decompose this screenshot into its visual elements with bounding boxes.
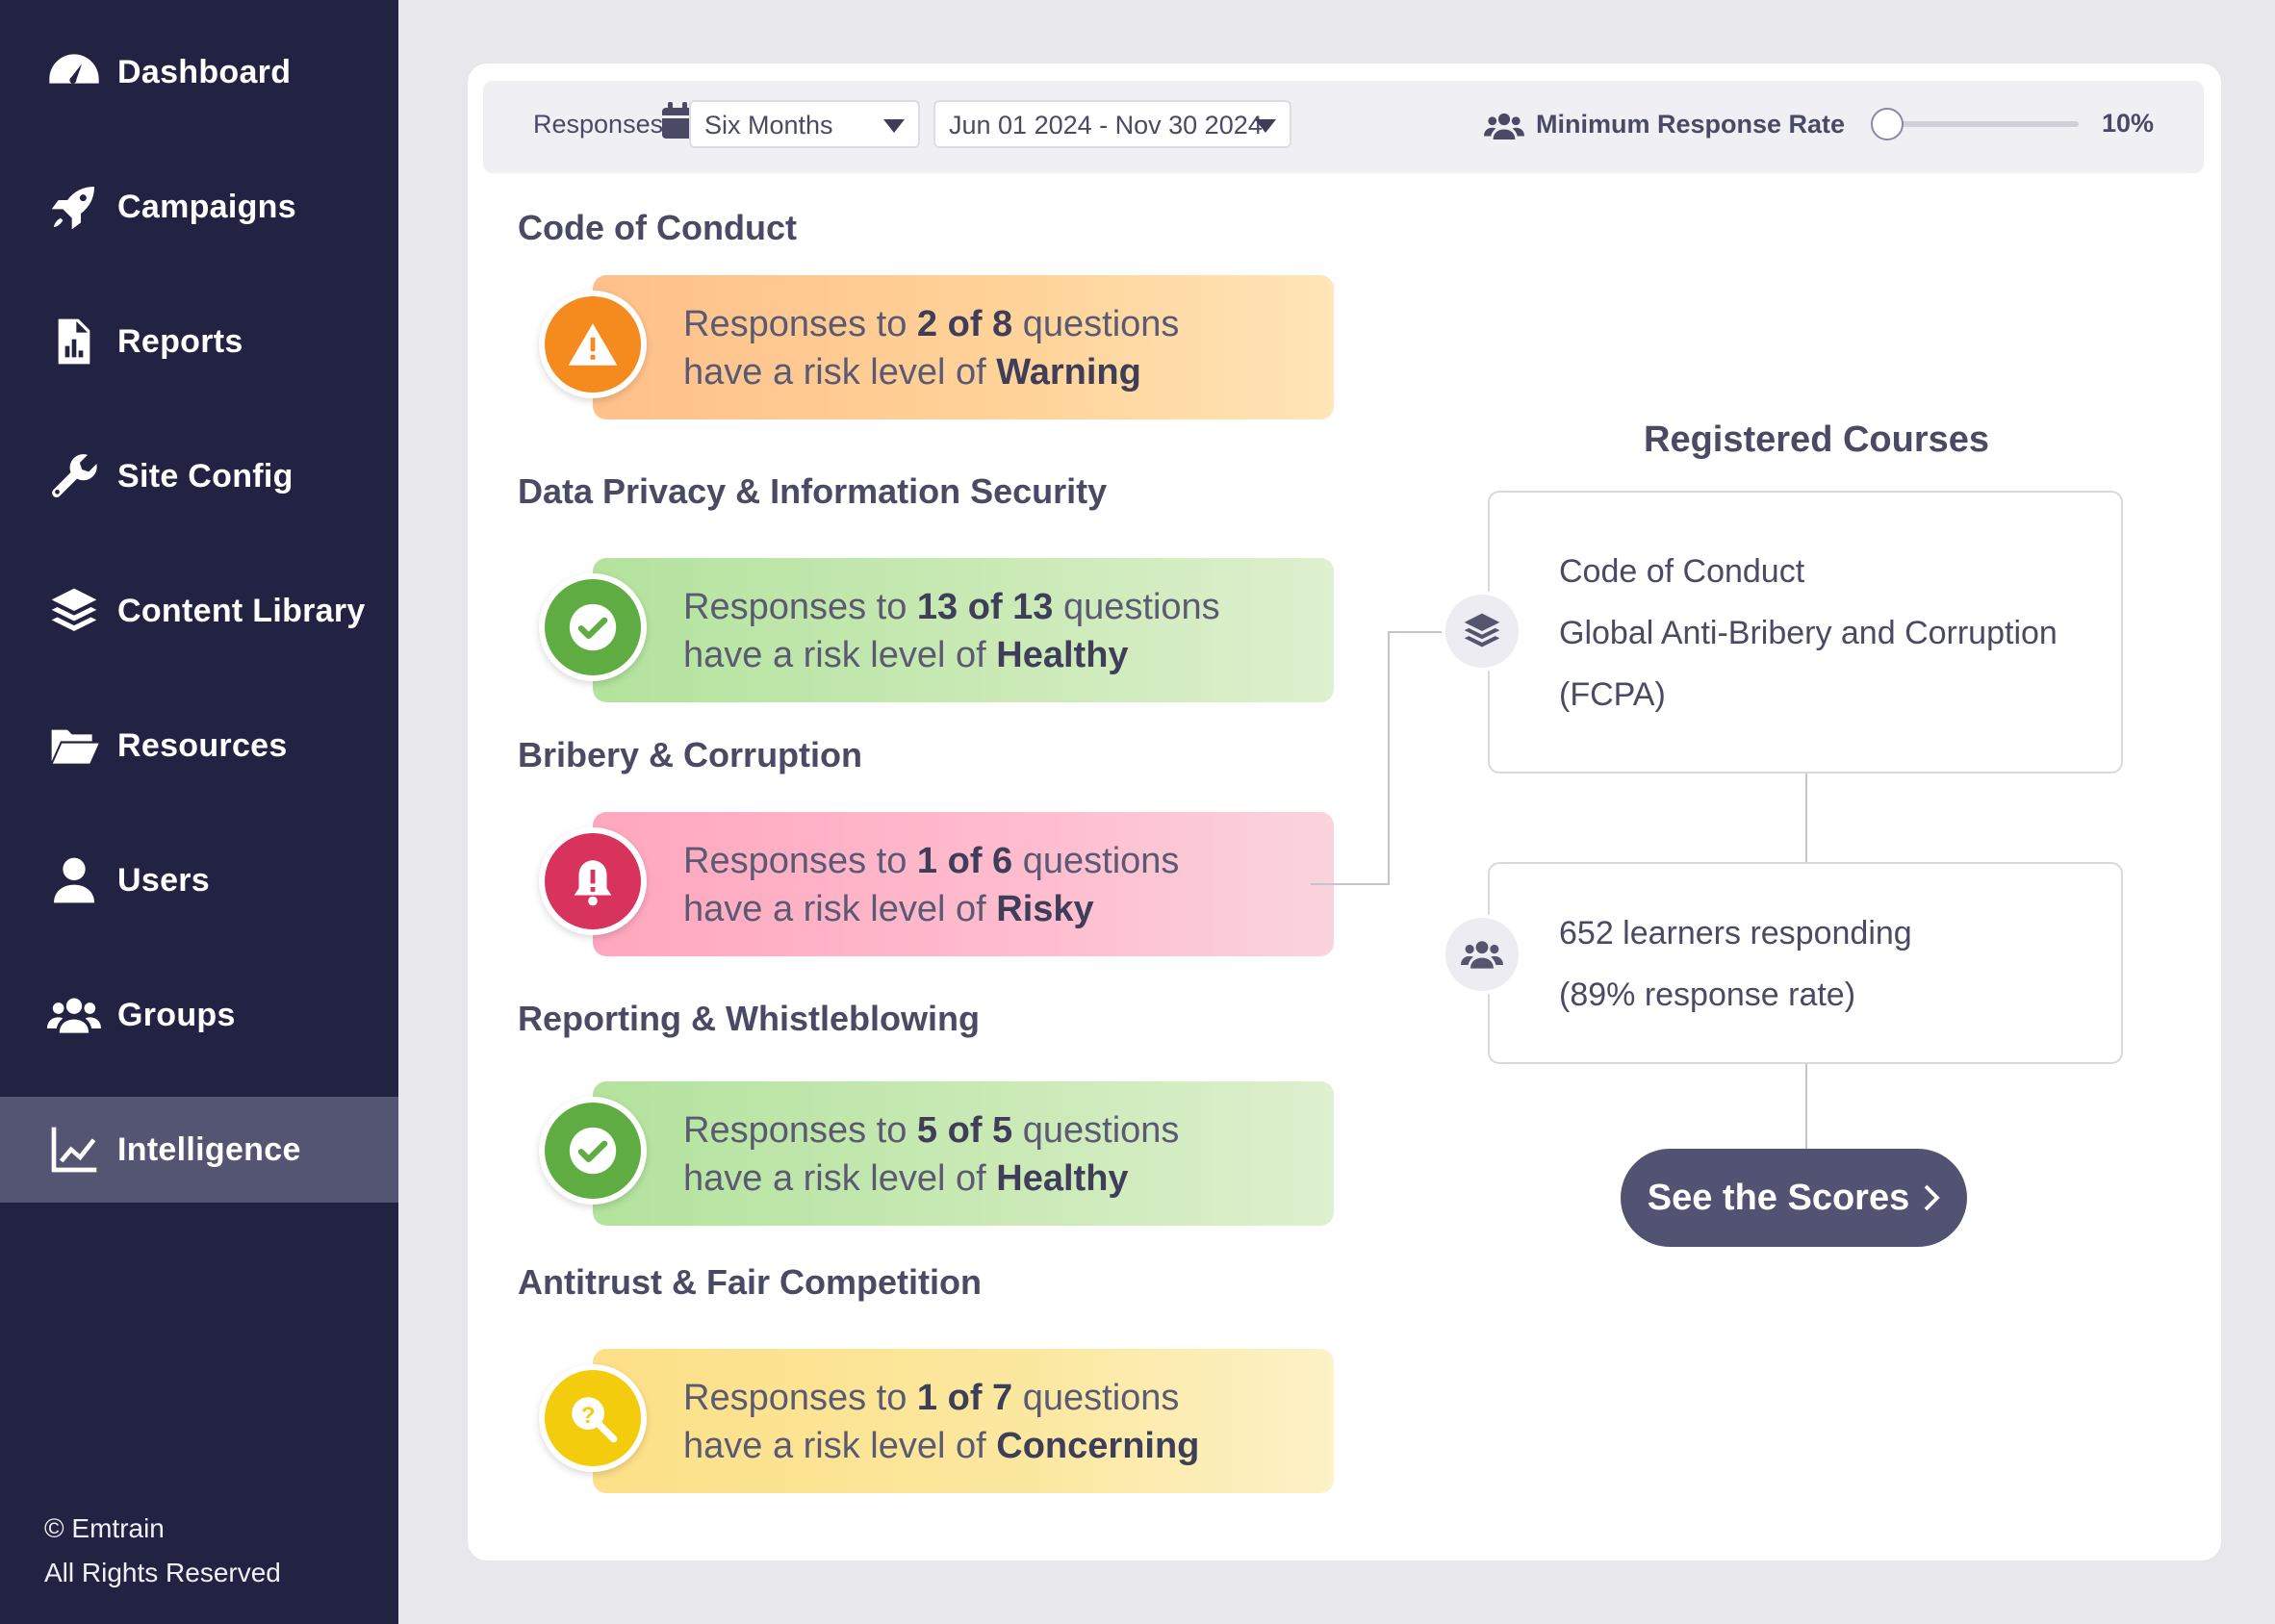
- sidebar-item-label: Dashboard: [117, 53, 292, 90]
- layers-icon: [44, 581, 104, 641]
- dashboard-gauge-icon: [44, 42, 104, 102]
- course-list: Code of Conduct Global Anti-Bribery and …: [1559, 541, 2058, 725]
- report-file-icon: [44, 312, 104, 371]
- users-group-icon: [1484, 113, 1524, 140]
- connector-line: [1805, 772, 1807, 862]
- course-item: Global Anti-Bribery and Corruption: [1559, 615, 2058, 651]
- category-title: Antitrust & Fair Competition: [518, 1262, 982, 1302]
- svg-text:?: ?: [581, 1403, 596, 1429]
- wrench-icon: [44, 446, 104, 506]
- sidebar-item-resources[interactable]: Resources: [0, 693, 398, 799]
- risk-text: Responses to 1 of 6 questions have a ris…: [683, 841, 1180, 929]
- sidebar-item-label: Site Config: [117, 457, 294, 495]
- caret-down-icon: [1255, 119, 1276, 133]
- min-response-rate-label: Minimum Response Rate: [1536, 110, 1846, 139]
- date-range-value: Jun 01 2024 - Nov 30 2024: [949, 111, 1263, 140]
- sidebar-item-groups[interactable]: Groups: [0, 962, 398, 1068]
- risk-card-risky[interactable]: Responses to 1 of 6 questions have a ris…: [593, 812, 1334, 956]
- sidebar-item-campaigns[interactable]: Campaigns: [0, 154, 398, 260]
- risk-card-warning[interactable]: Responses to 2 of 8 questions have a ris…: [593, 275, 1334, 419]
- sidebar-item-dashboard[interactable]: Dashboard: [0, 19, 398, 125]
- sidebar-item-label: Campaigns: [117, 188, 296, 225]
- rocket-icon: [44, 177, 104, 237]
- course-item: (FCPA): [1559, 676, 1666, 713]
- response-rate: (89% response rate): [1559, 977, 1856, 1013]
- risk-text: Responses to 5 of 5 questions have a ris…: [683, 1110, 1180, 1199]
- sidebar-item-label: Users: [117, 861, 211, 899]
- slider-handle[interactable]: [1871, 108, 1904, 140]
- chevron-right-icon: [1924, 1184, 1940, 1211]
- line-chart-icon: [44, 1120, 104, 1180]
- intelligence-card: Responses Six Months Jun 01 2024 - Nov 3…: [468, 63, 2221, 1561]
- search-question-icon: ?: [539, 1364, 647, 1472]
- sidebar-item-label: Reports: [117, 322, 243, 360]
- calendar-icon: [662, 102, 693, 139]
- risk-card-healthy[interactable]: Responses to 5 of 5 questions have a ris…: [593, 1081, 1334, 1226]
- check-circle-icon: [539, 573, 647, 681]
- caret-down-icon: [883, 119, 905, 133]
- category-title: Reporting & Whistleblowing: [518, 999, 980, 1038]
- risk-text: Responses to 1 of 7 questions have a ris…: [683, 1378, 1200, 1466]
- risk-card-healthy[interactable]: Responses to 13 of 13 questions have a r…: [593, 558, 1334, 702]
- risk-card-concerning[interactable]: Responses to 1 of 7 questions have a ris…: [593, 1349, 1334, 1493]
- folder-open-icon: [44, 716, 104, 775]
- learners-count: 652 learners responding: [1559, 915, 1912, 952]
- responses-label: Responses: [533, 110, 664, 139]
- rights-reserved: All Rights Reserved: [44, 1558, 281, 1587]
- alarm-bell-icon: [539, 827, 647, 935]
- copyright: © Emtrain: [44, 1513, 165, 1543]
- user-icon: [44, 850, 104, 910]
- sidebar-item-site-config[interactable]: Site Config: [0, 423, 398, 529]
- date-range-select[interactable]: Jun 01 2024 - Nov 30 2024: [933, 100, 1291, 148]
- sidebar-item-content-library[interactable]: Content Library: [0, 558, 398, 664]
- risk-text: Responses to 13 of 13 questions have a r…: [683, 587, 1220, 675]
- course-item: Code of Conduct: [1559, 553, 1805, 590]
- warning-icon: [539, 291, 647, 398]
- layers-icon: [1442, 591, 1522, 672]
- sidebar-item-label: Resources: [117, 726, 288, 764]
- connector-line: [1311, 883, 1390, 885]
- category-title: Bribery & Corruption: [518, 735, 863, 774]
- registered-courses-title: Registered Courses: [1644, 419, 1990, 460]
- users-group-icon: [44, 985, 104, 1045]
- period-select[interactable]: Six Months: [689, 100, 920, 148]
- min-response-rate-value: 10%: [2102, 109, 2155, 138]
- sidebar-item-label: Groups: [117, 996, 236, 1033]
- min-response-rate-slider[interactable]: [1884, 121, 2079, 127]
- category-title: Data Privacy & Information Security: [518, 471, 1108, 511]
- learners-box: 652 learners responding (89% response ra…: [1488, 862, 2123, 1064]
- sidebar-footer: © Emtrain All Rights Reserved: [44, 1507, 281, 1595]
- risk-text: Responses to 2 of 8 questions have a ris…: [683, 304, 1180, 393]
- check-circle-icon: [539, 1097, 647, 1205]
- connector-line: [1805, 1064, 1807, 1151]
- period-value: Six Months: [704, 111, 833, 140]
- sidebar-item-label: Content Library: [117, 592, 366, 629]
- sidebar-item-intelligence[interactable]: Intelligence: [0, 1097, 398, 1203]
- see-the-scores-button[interactable]: See the Scores: [1621, 1149, 1967, 1247]
- users-group-icon: [1442, 914, 1522, 995]
- sidebar-item-label: Intelligence: [117, 1130, 301, 1168]
- courses-box: Code of Conduct Global Anti-Bribery and …: [1488, 491, 2123, 774]
- see-the-scores-label: See the Scores: [1647, 1177, 1910, 1218]
- connector-line: [1388, 631, 1444, 633]
- sidebar-item-users[interactable]: Users: [0, 827, 398, 933]
- sidebar-item-reports[interactable]: Reports: [0, 289, 398, 394]
- connector-line: [1388, 631, 1390, 885]
- filter-bar: Responses Six Months Jun 01 2024 - Nov 3…: [483, 81, 2204, 173]
- sidebar: Dashboard Campaigns Reports Site Config …: [0, 0, 398, 1624]
- category-title: Code of Conduct: [518, 208, 797, 247]
- learners-info: 652 learners responding (89% response ra…: [1559, 902, 1912, 1026]
